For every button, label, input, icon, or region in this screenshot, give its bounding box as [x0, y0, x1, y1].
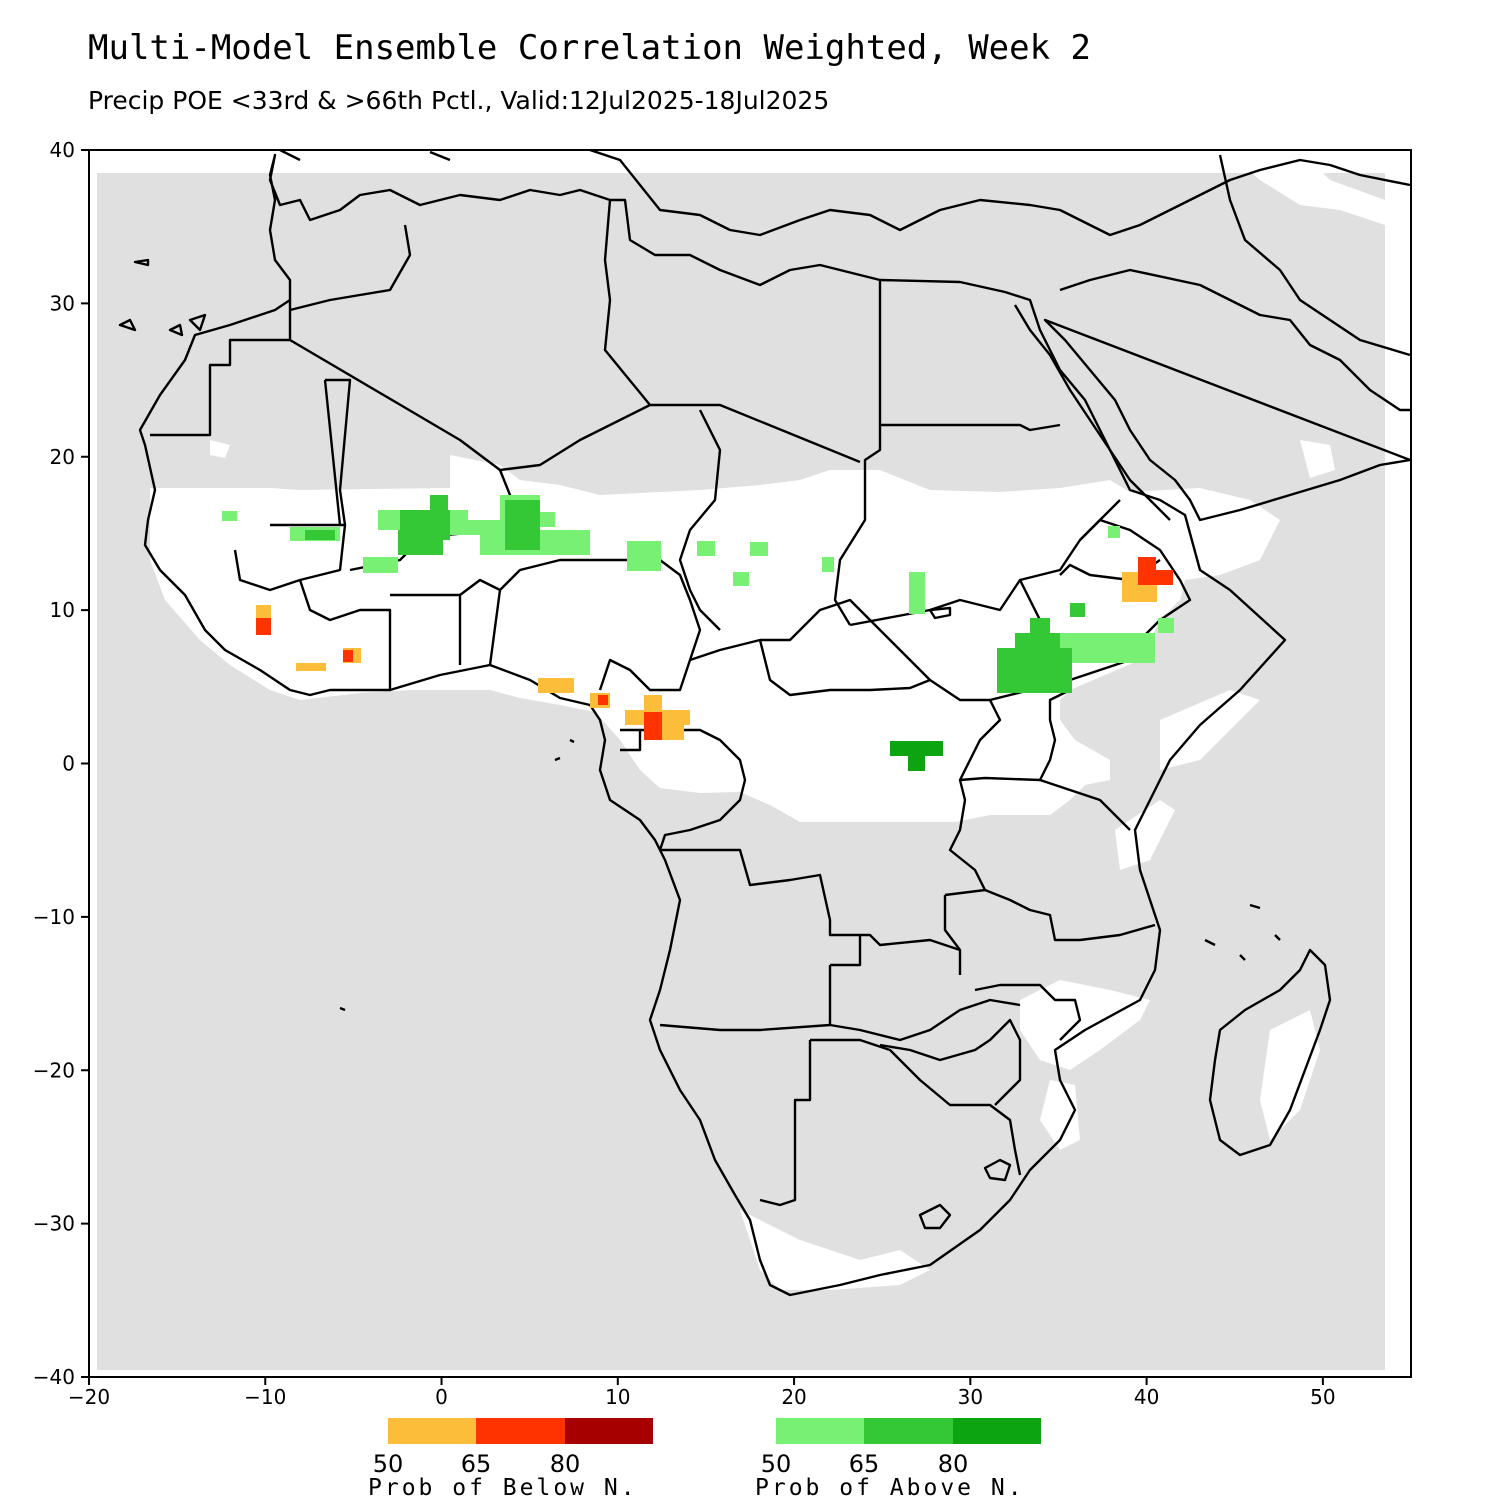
x-tick-label: 50	[1310, 1385, 1335, 1409]
y-tick-label: 20	[50, 445, 75, 469]
legend-above-swatch-80	[953, 1418, 1041, 1444]
legend-below: 50 65 80 Prob of Below N.	[368, 1418, 653, 1500]
y-axis: 40 30 20 10 0 −10 −20 −30 −40	[33, 138, 89, 1389]
legend-below-swatch-65	[476, 1418, 565, 1444]
legend-below-tick-65: 65	[461, 1450, 492, 1478]
legend-below-tick-80: 80	[550, 1450, 581, 1478]
x-axis: −20 −10 0 10 20 30 40 50	[68, 1377, 1336, 1409]
y-tick-label: −40	[33, 1365, 75, 1389]
y-tick-label: 0	[62, 752, 75, 776]
x-tick-label: −20	[68, 1385, 110, 1409]
x-tick-label: 0	[435, 1385, 448, 1409]
legend-above-tick-80: 80	[938, 1450, 969, 1478]
y-tick-label: 40	[50, 138, 75, 162]
legend-below-tick-50: 50	[373, 1450, 404, 1478]
below-normal-patches	[256, 557, 1173, 740]
legend-below-swatch-80	[565, 1418, 653, 1444]
legend-above-caption: Prob of Above N.	[755, 1475, 1025, 1500]
x-tick-label: 30	[958, 1385, 983, 1409]
y-tick-label: 10	[50, 598, 75, 622]
legend-below-caption: Prob of Below N.	[368, 1475, 638, 1500]
x-tick-label: 40	[1134, 1385, 1159, 1409]
legend-above-swatch-50	[776, 1418, 864, 1444]
legend-above-tick-50: 50	[761, 1450, 792, 1478]
legend-above-tick-65: 65	[849, 1450, 880, 1478]
x-tick-label: 20	[781, 1385, 806, 1409]
y-tick-label: −20	[33, 1058, 75, 1082]
coastlines	[118, 150, 1411, 1297]
map-subtitle: Precip POE <33rd & >66th Pctl., Valid:12…	[88, 86, 830, 115]
legend-below-swatch-50	[388, 1418, 476, 1444]
y-tick-label: −30	[33, 1212, 75, 1236]
above-normal-patches	[222, 495, 1174, 771]
y-tick-label: 30	[50, 291, 75, 315]
map-title: Multi-Model Ensemble Correlation Weighte…	[88, 28, 1092, 68]
y-tick-label: −10	[33, 905, 75, 929]
legend-above: 50 65 80 Prob of Above N.	[755, 1418, 1041, 1500]
x-tick-label: −10	[244, 1385, 286, 1409]
x-tick-label: 10	[605, 1385, 630, 1409]
legend-above-swatch-65	[864, 1418, 953, 1444]
